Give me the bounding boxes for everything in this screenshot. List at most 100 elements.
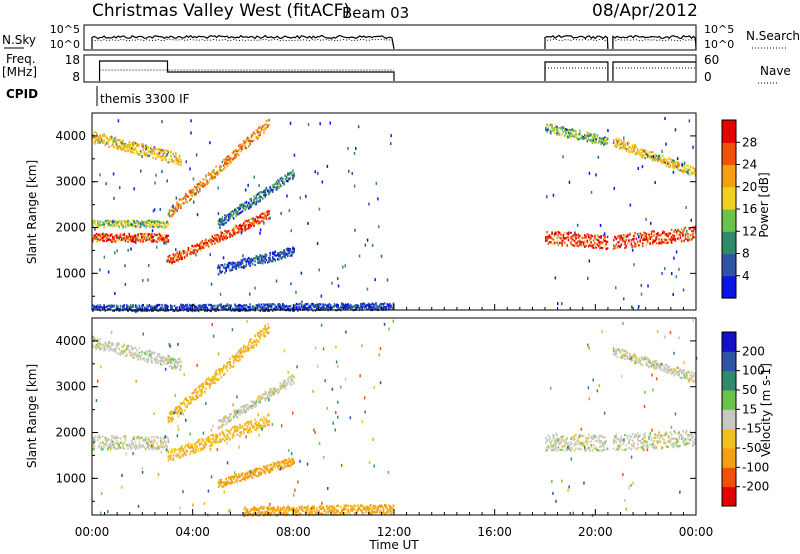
echo-cell [277,186,279,190]
echo-cell [114,234,117,237]
echo-cell [210,441,212,444]
echo-cell [139,150,142,153]
noise-cell [664,267,666,271]
echo-cell [192,249,195,252]
echo-cell [177,410,180,413]
echo-cell [650,236,653,239]
noise-cell [154,181,156,185]
echo-cell [221,161,224,164]
echo-cell [127,346,129,349]
echo-cell [122,351,124,354]
echo-cell [255,256,258,259]
echo-cell [663,237,665,240]
echo-cell [114,239,117,243]
echo-cell [134,142,137,145]
echo-cell [132,235,134,238]
echo-cell [158,225,161,228]
echo-cell [142,222,144,225]
echo-cell [562,236,565,239]
noise-cell [114,251,116,255]
echo-cell [119,239,122,242]
echo-cell [170,360,172,363]
echo-cell [112,141,114,144]
echo-cell [246,220,249,223]
echo-cell [217,426,220,429]
echo-cell [141,221,143,224]
echo-cell [212,378,215,381]
echo-cell [134,234,137,237]
echo-cell [289,305,292,308]
echo-cell [250,430,253,433]
echo-cell [688,237,691,240]
echo-cell [214,377,216,380]
echo-cell [316,303,318,306]
echo-cell [244,141,246,144]
echo-cell [127,447,129,450]
echo-cell [376,305,378,308]
echo-cell [161,358,163,361]
echo-cell [154,240,157,243]
echo-cell [220,440,222,443]
echo-cell [201,388,204,391]
echo-cell [92,308,94,311]
echo-cell [344,307,347,310]
echo-cell [117,444,119,447]
colorbar-tick-label: 4 [742,269,750,283]
echo-cell [190,193,192,196]
echo-cell [176,455,178,458]
echo-cell [162,152,165,155]
echo-cell [212,381,215,384]
echo-cell [117,224,119,227]
echo-cell [176,306,178,309]
echo-cell [363,304,366,307]
echo-cell [175,411,177,414]
echo-cell [230,233,232,237]
echo-cell [226,219,229,222]
echo-cell [163,222,166,225]
echo-cell [657,159,659,163]
echo-cell [107,344,109,347]
echo-cell [97,220,99,223]
echo-cell [619,236,621,239]
echo-cell [640,235,643,238]
echo-cell [250,134,253,137]
echo-cell [100,346,103,350]
echo-cell [95,347,98,350]
echo-cell [103,443,105,446]
echo-cell [688,174,691,177]
echo-cell [229,360,231,364]
echo-cell [255,220,258,223]
echo-cell [109,448,112,451]
echo-cell [224,439,226,443]
echo-cell [180,407,182,410]
y-tick-label: 2000 [55,221,86,235]
echo-cell [210,379,212,382]
echo-cell [652,239,654,242]
echo-cell [224,271,226,274]
echo-cell [238,408,240,411]
noise-cell [245,200,248,204]
echo-cell [232,361,235,364]
echo-cell [551,129,553,132]
echo-cell [147,219,149,223]
echo-cell [567,239,570,242]
echo-cell [550,235,552,238]
echo-cell [182,202,185,205]
echo-cell [199,443,201,446]
echo-cell [243,308,245,311]
noise-cell [683,161,686,165]
colorbar-swatch [722,186,736,210]
echo-cell [172,309,175,313]
echo-cell [105,233,108,236]
echo-cell [250,221,253,224]
freq-left-tick-bottom: 8 [72,70,80,84]
echo-cell [159,439,162,442]
echo-cell [201,392,204,395]
echo-cell [123,349,126,352]
echo-cell [238,356,240,359]
echo-cell [231,231,234,234]
echo-cell [147,357,149,361]
echo-cell [644,152,646,155]
echo-cell [100,306,103,309]
echo-cell [173,365,176,369]
